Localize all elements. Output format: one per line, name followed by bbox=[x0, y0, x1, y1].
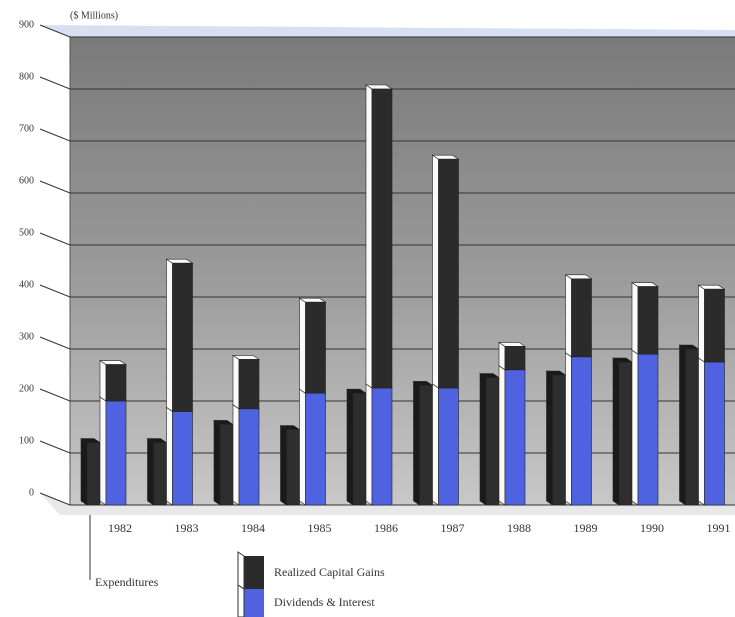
grid-line bbox=[39, 24, 735, 38]
bar-side bbox=[166, 258, 173, 412]
y-tick-label: 300 bbox=[19, 331, 34, 342]
grid-line bbox=[39, 284, 735, 298]
x-tick-label: 1989 bbox=[574, 521, 598, 535]
bar bbox=[438, 158, 459, 389]
y-tick-label: 200 bbox=[19, 383, 34, 394]
x-tick-label: 1984 bbox=[241, 521, 265, 535]
bar bbox=[305, 392, 326, 506]
x-tick-label: 1985 bbox=[308, 521, 332, 535]
bar-side bbox=[346, 388, 354, 506]
x-tick-label: 1983 bbox=[175, 521, 199, 535]
y-axis-label: ($ Millions) bbox=[70, 10, 118, 21]
bar bbox=[172, 411, 193, 506]
bar-side bbox=[299, 297, 306, 394]
y-tick-label: 600 bbox=[19, 175, 34, 186]
x-tick-label: 1982 bbox=[108, 521, 132, 535]
x-tick-label: 1991 bbox=[707, 521, 731, 535]
bar bbox=[485, 377, 500, 506]
bar bbox=[504, 346, 526, 371]
bar bbox=[371, 387, 393, 506]
bar-side bbox=[232, 354, 240, 410]
grid-line bbox=[39, 76, 735, 90]
bar bbox=[438, 387, 459, 506]
legend-swatch bbox=[244, 556, 264, 589]
bar-side bbox=[80, 438, 88, 506]
bar-side bbox=[166, 406, 173, 506]
grid-line bbox=[39, 128, 735, 142]
bar bbox=[219, 424, 234, 506]
bar bbox=[637, 286, 659, 355]
bar bbox=[286, 429, 300, 506]
bar-side bbox=[698, 357, 705, 506]
x-tick-label: 1988 bbox=[507, 521, 531, 535]
legend-swatch bbox=[244, 589, 264, 617]
bar bbox=[618, 361, 633, 506]
bar-side bbox=[232, 404, 240, 506]
y-tick-label: 400 bbox=[19, 279, 34, 290]
y-tick-label: 500 bbox=[19, 227, 34, 238]
bar bbox=[637, 353, 659, 506]
bar-side bbox=[365, 84, 373, 389]
bar-side bbox=[299, 388, 306, 506]
bar bbox=[571, 356, 592, 506]
bar-side bbox=[99, 360, 107, 402]
bar bbox=[172, 262, 193, 412]
bar-side bbox=[546, 370, 553, 506]
floor bbox=[40, 493, 735, 515]
bar-side bbox=[365, 383, 373, 506]
bar-side bbox=[432, 154, 439, 389]
y-tick-label: 700 bbox=[19, 123, 34, 134]
bar-side bbox=[280, 425, 287, 506]
y-tick-label: 0 bbox=[29, 487, 34, 498]
bar bbox=[105, 400, 127, 506]
bar bbox=[704, 288, 725, 363]
bar bbox=[86, 442, 101, 506]
x-tick-label: 1986 bbox=[374, 521, 398, 535]
legend-swatch-side bbox=[237, 584, 245, 617]
bar-side bbox=[498, 365, 506, 506]
bar-side bbox=[679, 344, 686, 506]
legend-label: Realized Capital Gains bbox=[274, 565, 385, 579]
legend-label: Expenditures bbox=[95, 575, 159, 589]
bar-side bbox=[479, 373, 487, 506]
legend-label: Dividends & Interest bbox=[274, 595, 375, 609]
y-tick-label: 900 bbox=[19, 19, 34, 30]
bar-side bbox=[565, 274, 572, 358]
bar bbox=[419, 385, 433, 506]
y-tick-label: 800 bbox=[19, 71, 34, 82]
bar bbox=[704, 361, 725, 506]
x-tick-label: 1987 bbox=[441, 521, 465, 535]
bar bbox=[371, 88, 393, 389]
bar bbox=[238, 408, 260, 506]
bar-side bbox=[213, 419, 221, 506]
bar-side bbox=[631, 349, 639, 506]
bar-side bbox=[498, 341, 506, 371]
bar bbox=[552, 374, 566, 506]
bar bbox=[105, 364, 127, 402]
bar-side bbox=[432, 383, 439, 506]
bar-side bbox=[631, 282, 639, 355]
bar bbox=[685, 348, 699, 506]
bar-side bbox=[99, 396, 107, 506]
y-tick-label: 100 bbox=[19, 435, 34, 446]
bar bbox=[153, 442, 167, 506]
bar-side bbox=[565, 352, 572, 506]
bar bbox=[352, 392, 367, 506]
legend-swatch-side bbox=[237, 551, 245, 590]
bar bbox=[571, 278, 592, 358]
x-tick-label: 1990 bbox=[640, 521, 664, 535]
bar-side bbox=[612, 357, 620, 506]
wall-top bbox=[40, 25, 735, 37]
bar-side bbox=[698, 284, 705, 363]
bar bbox=[305, 301, 326, 394]
grid-line bbox=[39, 232, 735, 246]
bar bbox=[238, 359, 260, 410]
bar bbox=[504, 369, 526, 506]
bar-side bbox=[413, 380, 420, 506]
bar-side bbox=[147, 438, 154, 506]
grid-line bbox=[39, 180, 735, 194]
